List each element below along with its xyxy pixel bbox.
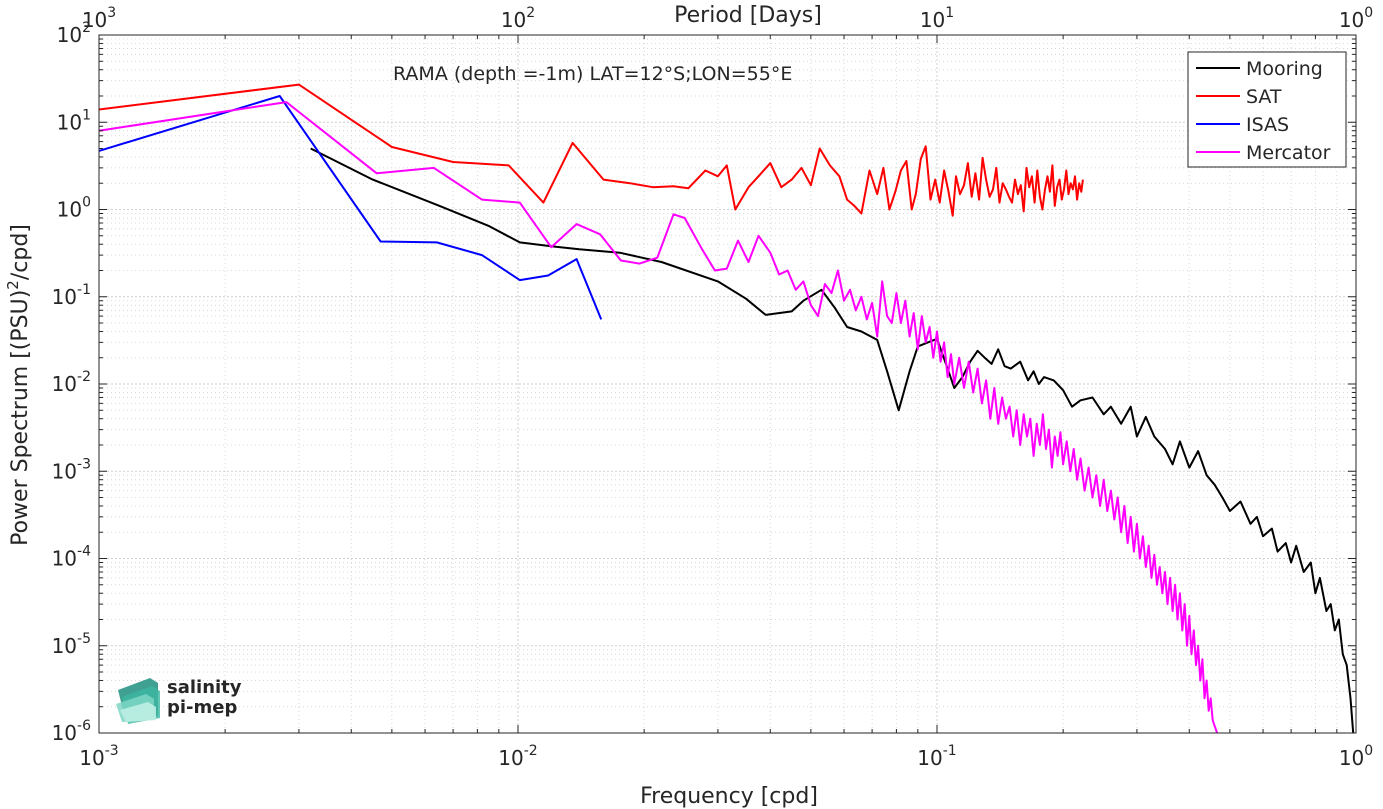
y-tick-label-exp: -2 (77, 369, 91, 385)
logo-waves-icon (116, 678, 160, 724)
y-tick-label: 10-2 (52, 369, 91, 396)
x-top-tick-label: 101 (920, 5, 954, 32)
y-tick-label: 10-3 (52, 456, 91, 483)
x-top-tick-label: 100 (1339, 5, 1373, 32)
x-tick-label: 10-2 (498, 743, 537, 770)
series-line-isas (98, 95, 603, 320)
x-tick-label-base: 10 (1339, 746, 1364, 770)
x-tick-label-exp: 0 (1364, 743, 1373, 759)
major-grid (98, 34, 1357, 734)
x-tick-label-exp: -3 (105, 743, 119, 759)
legend-item-mooring: Mooring (1196, 58, 1323, 80)
y-axis-label-tail: /cpd] (8, 224, 33, 280)
top-axis-label: Period [Days] (674, 3, 822, 28)
logo-text-line1: salinity (167, 677, 242, 698)
y-tick-label-exp: 1 (82, 107, 91, 123)
x-tick-label: 100 (1339, 743, 1373, 770)
legend-label-mercator: Mercator (1246, 142, 1331, 164)
y-tick-label-base: 10 (52, 459, 77, 483)
x-tick-label-base: 10 (79, 746, 104, 770)
legend-item-isas: ISAS (1196, 114, 1289, 136)
x-tick-label: 10-3 (79, 743, 118, 770)
y-tick-label: 10-4 (52, 544, 92, 571)
x-tick-label-base: 10 (498, 746, 523, 770)
x-top-tick-label-base: 10 (1339, 8, 1364, 32)
series-line-mooring (310, 147, 1355, 734)
series-line-mercator (98, 101, 1219, 734)
y-tick-label-exp: 2 (82, 20, 91, 36)
y-axis-label-sup: 2 (4, 280, 22, 290)
y-tick-label: 10-6 (52, 718, 92, 745)
x-top-tick-label-exp: 0 (1364, 5, 1373, 21)
y-tick-label-base: 10 (52, 721, 77, 745)
tick-marks (98, 34, 1357, 734)
logo-text-line2: pi-mep (167, 697, 237, 718)
chart-annotation: RAMA (depth =-1m) LAT=12°S;LON=55°E (393, 63, 792, 85)
y-tick-label-base: 10 (57, 110, 82, 134)
y-tick-label-exp: -1 (77, 282, 91, 298)
y-tick-label-exp: -6 (77, 718, 91, 734)
x-tick-label-base: 10 (917, 746, 942, 770)
series-line-sat (98, 83, 1084, 217)
x-top-tick-label-exp: 3 (107, 5, 116, 21)
y-tick-label: 10-1 (52, 282, 91, 309)
y-tick-label-exp: 0 (82, 195, 91, 211)
y-tick-label-exp: -4 (77, 544, 91, 560)
y-tick-label: 102 (57, 20, 91, 47)
x-tick-label-exp: -1 (943, 743, 957, 759)
x-top-tick-label-base: 10 (82, 8, 107, 32)
x-top-tick-label-base: 10 (501, 8, 526, 32)
y-tick-label-base: 10 (52, 372, 77, 396)
legend-box (1187, 51, 1347, 168)
legend: Mooring SAT ISAS Mercator (1187, 51, 1347, 168)
y-axis-label: Power Spectrum [(PSU)2/cpd] (4, 224, 33, 546)
y-tick-label: 100 (57, 195, 91, 222)
x-top-tick-label-exp: 2 (526, 5, 535, 21)
y-tick-label: 10-5 (52, 631, 91, 658)
x-top-tick-label: 103 (82, 5, 116, 32)
salinity-pi-mep-logo: salinity pi-mep (116, 677, 242, 724)
legend-item-sat: SAT (1196, 86, 1282, 108)
y-tick-label-exp: -3 (77, 456, 91, 472)
y-tick-label-base: 10 (57, 23, 82, 47)
series-layer (98, 83, 1355, 734)
y-tick-label-base: 10 (57, 198, 82, 222)
x-tick-label: 10-1 (917, 743, 956, 770)
x-top-tick-label: 102 (501, 5, 535, 32)
x-top-tick-label-base: 10 (920, 8, 945, 32)
y-tick-label-base: 10 (52, 547, 77, 571)
y-tick-label: 101 (57, 107, 91, 134)
legend-label-isas: ISAS (1246, 114, 1289, 136)
y-axis-label-main: Power Spectrum [(PSU) (8, 290, 33, 546)
legend-label-sat: SAT (1246, 86, 1282, 108)
legend-item-mercator: Mercator (1196, 142, 1331, 164)
legend-label-mooring: Mooring (1246, 58, 1323, 80)
y-tick-label-base: 10 (52, 285, 77, 309)
x-tick-label-exp: -2 (524, 743, 538, 759)
x-axis-label: Frequency [cpd] (640, 784, 818, 809)
x-top-tick-label-exp: 1 (945, 5, 954, 21)
y-tick-label-base: 10 (52, 634, 77, 658)
y-tick-label-exp: -5 (77, 631, 91, 647)
